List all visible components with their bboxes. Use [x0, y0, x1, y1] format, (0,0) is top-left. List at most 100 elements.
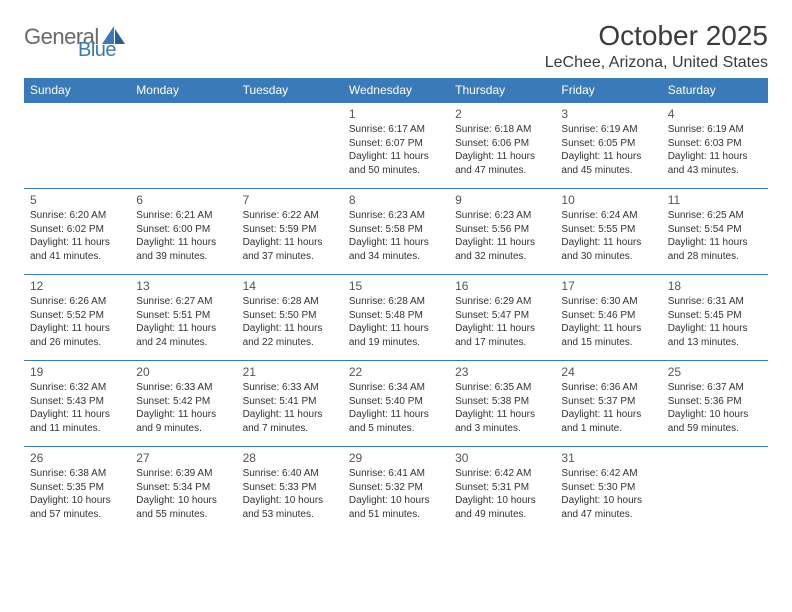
day-number: 31	[561, 450, 655, 466]
day-number: 14	[243, 278, 337, 294]
sunset-line: Sunset: 5:58 PM	[349, 223, 443, 237]
weekday-header: Wednesday	[343, 78, 449, 103]
day-number: 3	[561, 106, 655, 122]
sunrise-line: Sunrise: 6:40 AM	[243, 467, 337, 481]
title-block: October 2025 LeChee, Arizona, United Sta…	[545, 20, 768, 72]
day-number: 15	[349, 278, 443, 294]
day-number: 19	[30, 364, 124, 380]
day-number: 20	[136, 364, 230, 380]
day-number: 1	[349, 106, 443, 122]
daylight-line: Daylight: 11 hours and 11 minutes.	[30, 408, 124, 435]
weekday-header: Thursday	[449, 78, 555, 103]
sunrise-line: Sunrise: 6:28 AM	[243, 295, 337, 309]
daylight-line: Daylight: 11 hours and 34 minutes.	[349, 236, 443, 263]
day-number: 24	[561, 364, 655, 380]
sunset-line: Sunset: 5:48 PM	[349, 309, 443, 323]
location-text: LeChee, Arizona, United States	[545, 54, 768, 72]
day-number: 2	[455, 106, 549, 122]
day-number: 18	[668, 278, 762, 294]
daylight-line: Daylight: 11 hours and 28 minutes.	[668, 236, 762, 263]
day-cell: 2Sunrise: 6:18 AMSunset: 6:06 PMDaylight…	[449, 103, 555, 189]
daylight-line: Daylight: 11 hours and 3 minutes.	[455, 408, 549, 435]
day-number: 28	[243, 450, 337, 466]
calendar-body: 1Sunrise: 6:17 AMSunset: 6:07 PMDaylight…	[24, 103, 768, 533]
day-cell: 9Sunrise: 6:23 AMSunset: 5:56 PMDaylight…	[449, 189, 555, 275]
sunset-line: Sunset: 5:47 PM	[455, 309, 549, 323]
sunset-line: Sunset: 6:00 PM	[136, 223, 230, 237]
sunrise-line: Sunrise: 6:33 AM	[136, 381, 230, 395]
day-cell: 19Sunrise: 6:32 AMSunset: 5:43 PMDayligh…	[24, 361, 130, 447]
day-cell: 22Sunrise: 6:34 AMSunset: 5:40 PMDayligh…	[343, 361, 449, 447]
sunrise-line: Sunrise: 6:18 AM	[455, 123, 549, 137]
day-number: 29	[349, 450, 443, 466]
sunrise-line: Sunrise: 6:27 AM	[136, 295, 230, 309]
sunset-line: Sunset: 5:34 PM	[136, 481, 230, 495]
day-number: 26	[30, 450, 124, 466]
header: General Blue October 2025 LeChee, Arizon…	[24, 20, 768, 72]
day-number: 16	[455, 278, 549, 294]
weekday-header-row: Sunday Monday Tuesday Wednesday Thursday…	[24, 78, 768, 103]
sunset-line: Sunset: 5:37 PM	[561, 395, 655, 409]
daylight-line: Daylight: 11 hours and 17 minutes.	[455, 322, 549, 349]
sunrise-line: Sunrise: 6:28 AM	[349, 295, 443, 309]
daylight-line: Daylight: 11 hours and 15 minutes.	[561, 322, 655, 349]
day-number: 7	[243, 192, 337, 208]
day-cell: 12Sunrise: 6:26 AMSunset: 5:52 PMDayligh…	[24, 275, 130, 361]
sunrise-line: Sunrise: 6:41 AM	[349, 467, 443, 481]
daylight-line: Daylight: 11 hours and 47 minutes.	[455, 150, 549, 177]
daylight-line: Daylight: 11 hours and 43 minutes.	[668, 150, 762, 177]
daylight-line: Daylight: 10 hours and 47 minutes.	[561, 494, 655, 521]
daylight-line: Daylight: 11 hours and 26 minutes.	[30, 322, 124, 349]
sunset-line: Sunset: 5:40 PM	[349, 395, 443, 409]
day-number: 13	[136, 278, 230, 294]
day-cell: 23Sunrise: 6:35 AMSunset: 5:38 PMDayligh…	[449, 361, 555, 447]
day-cell: 10Sunrise: 6:24 AMSunset: 5:55 PMDayligh…	[555, 189, 661, 275]
daylight-line: Daylight: 11 hours and 37 minutes.	[243, 236, 337, 263]
sunset-line: Sunset: 5:50 PM	[243, 309, 337, 323]
daylight-line: Daylight: 11 hours and 39 minutes.	[136, 236, 230, 263]
month-title: October 2025	[545, 20, 768, 52]
day-cell: 27Sunrise: 6:39 AMSunset: 5:34 PMDayligh…	[130, 447, 236, 533]
sunrise-line: Sunrise: 6:26 AM	[30, 295, 124, 309]
daylight-line: Daylight: 10 hours and 53 minutes.	[243, 494, 337, 521]
day-cell: 28Sunrise: 6:40 AMSunset: 5:33 PMDayligh…	[237, 447, 343, 533]
sunrise-line: Sunrise: 6:37 AM	[668, 381, 762, 395]
day-cell: 7Sunrise: 6:22 AMSunset: 5:59 PMDaylight…	[237, 189, 343, 275]
weekday-header: Friday	[555, 78, 661, 103]
day-number: 17	[561, 278, 655, 294]
daylight-line: Daylight: 11 hours and 9 minutes.	[136, 408, 230, 435]
daylight-line: Daylight: 11 hours and 41 minutes.	[30, 236, 124, 263]
daylight-line: Daylight: 11 hours and 7 minutes.	[243, 408, 337, 435]
weekday-header: Tuesday	[237, 78, 343, 103]
weekday-header: Monday	[130, 78, 236, 103]
sunset-line: Sunset: 6:05 PM	[561, 137, 655, 151]
sunset-line: Sunset: 5:31 PM	[455, 481, 549, 495]
day-cell: 31Sunrise: 6:42 AMSunset: 5:30 PMDayligh…	[555, 447, 661, 533]
daylight-line: Daylight: 11 hours and 5 minutes.	[349, 408, 443, 435]
sunset-line: Sunset: 5:43 PM	[30, 395, 124, 409]
sunrise-line: Sunrise: 6:25 AM	[668, 209, 762, 223]
calendar-table: Sunday Monday Tuesday Wednesday Thursday…	[24, 78, 768, 533]
sunrise-line: Sunrise: 6:24 AM	[561, 209, 655, 223]
daylight-line: Daylight: 10 hours and 51 minutes.	[349, 494, 443, 521]
day-number: 22	[349, 364, 443, 380]
daylight-line: Daylight: 11 hours and 32 minutes.	[455, 236, 549, 263]
sunset-line: Sunset: 6:03 PM	[668, 137, 762, 151]
day-cell	[130, 103, 236, 189]
day-cell: 20Sunrise: 6:33 AMSunset: 5:42 PMDayligh…	[130, 361, 236, 447]
day-cell: 13Sunrise: 6:27 AMSunset: 5:51 PMDayligh…	[130, 275, 236, 361]
day-number: 12	[30, 278, 124, 294]
week-row: 19Sunrise: 6:32 AMSunset: 5:43 PMDayligh…	[24, 361, 768, 447]
day-number: 8	[349, 192, 443, 208]
day-cell: 25Sunrise: 6:37 AMSunset: 5:36 PMDayligh…	[662, 361, 768, 447]
day-cell: 14Sunrise: 6:28 AMSunset: 5:50 PMDayligh…	[237, 275, 343, 361]
daylight-line: Daylight: 10 hours and 55 minutes.	[136, 494, 230, 521]
daylight-line: Daylight: 10 hours and 59 minutes.	[668, 408, 762, 435]
day-cell	[24, 103, 130, 189]
sunset-line: Sunset: 6:02 PM	[30, 223, 124, 237]
sunset-line: Sunset: 6:07 PM	[349, 137, 443, 151]
day-cell: 11Sunrise: 6:25 AMSunset: 5:54 PMDayligh…	[662, 189, 768, 275]
sunrise-line: Sunrise: 6:20 AM	[30, 209, 124, 223]
sunrise-line: Sunrise: 6:19 AM	[668, 123, 762, 137]
sunrise-line: Sunrise: 6:36 AM	[561, 381, 655, 395]
